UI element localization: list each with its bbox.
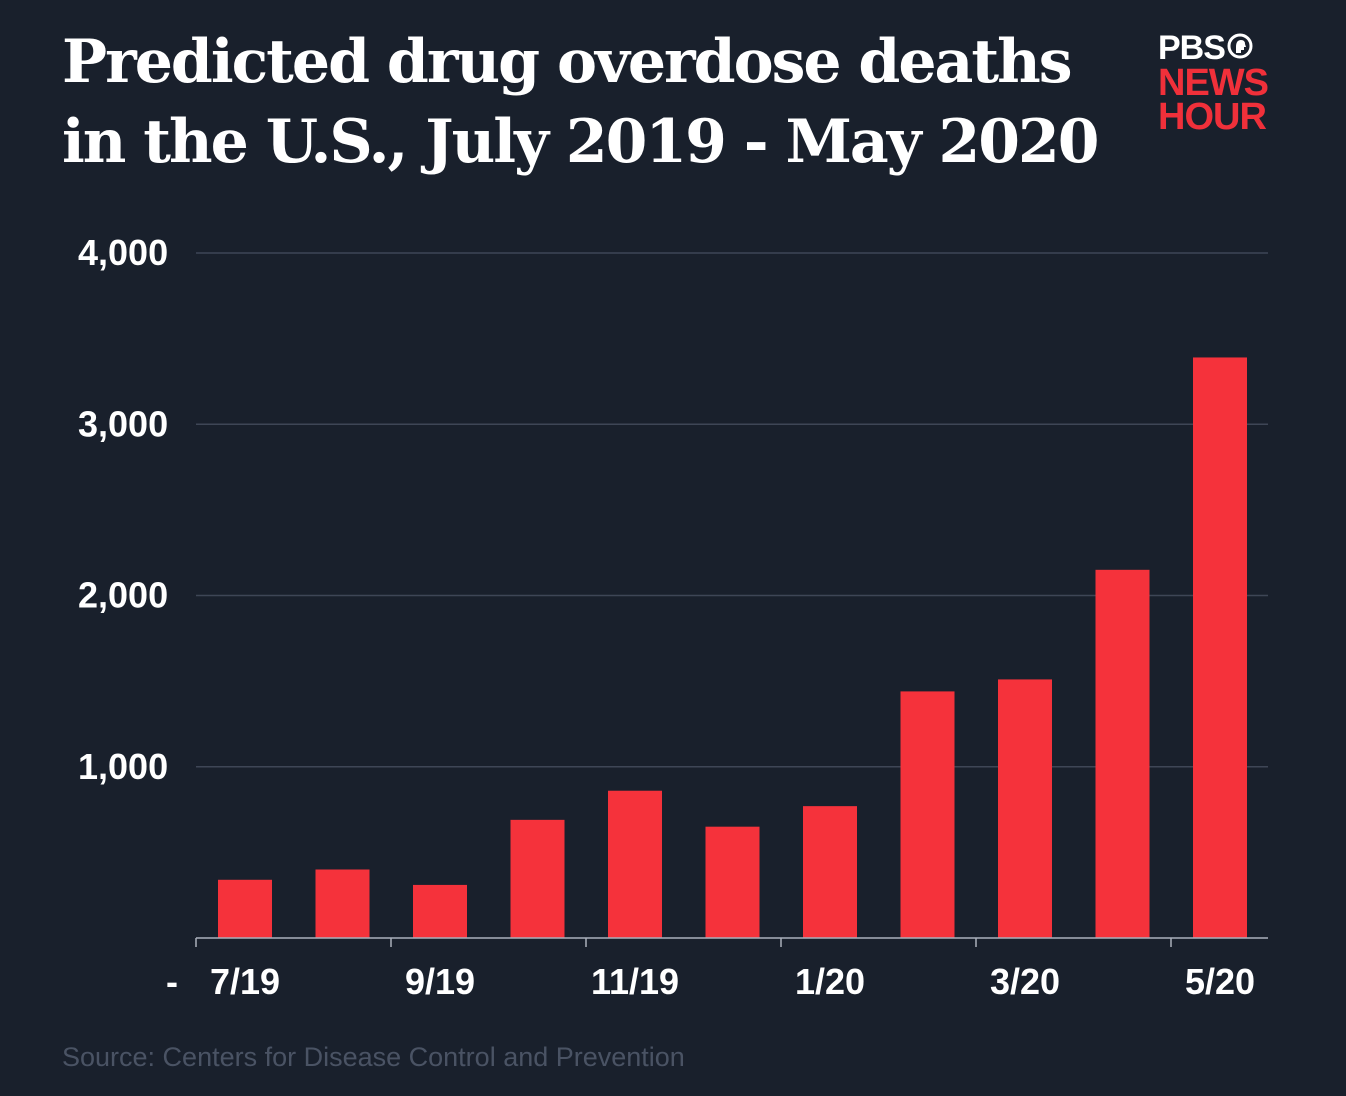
bar [218,879,272,938]
bar [413,884,467,938]
y-tick-label: 2,000 [78,575,168,616]
bar [1095,569,1150,938]
bar [608,790,662,938]
x-tick-label: 11/19 [591,961,679,1002]
bar [803,806,857,938]
logo-top-row: PBS [1158,30,1278,66]
x-tick-label: 5/20 [1185,961,1255,1002]
source-note: Source: Centers for Disease Control and … [62,1042,685,1072]
logo-hour-text: HOUR [1158,96,1267,138]
x-tick-label: 9/19 [405,961,475,1002]
x-tick-label: 7/19 [210,961,280,1002]
bar [510,819,565,938]
x-tick-label: 3/20 [990,961,1060,1002]
logo-news-text: NEWS [1158,62,1269,104]
x-tick-label: 1/20 [795,961,865,1002]
bar [998,679,1052,938]
bar [705,826,760,938]
pbs-newshour-logo: PBS NEWS HOUR [1158,30,1278,138]
bar [1193,357,1247,938]
bar [900,691,955,938]
x-tick-prefix: - [166,961,178,1002]
pbs-head-icon [1227,33,1253,64]
y-tick-label: 4,000 [78,232,168,273]
logo-pbs-text: PBS [1158,29,1226,67]
y-tick-label: 3,000 [78,403,168,444]
bar [315,869,370,938]
chart-title: Predicted drug overdose deaths in the U.… [62,27,1100,177]
y-tick-label: 1,000 [78,746,168,787]
